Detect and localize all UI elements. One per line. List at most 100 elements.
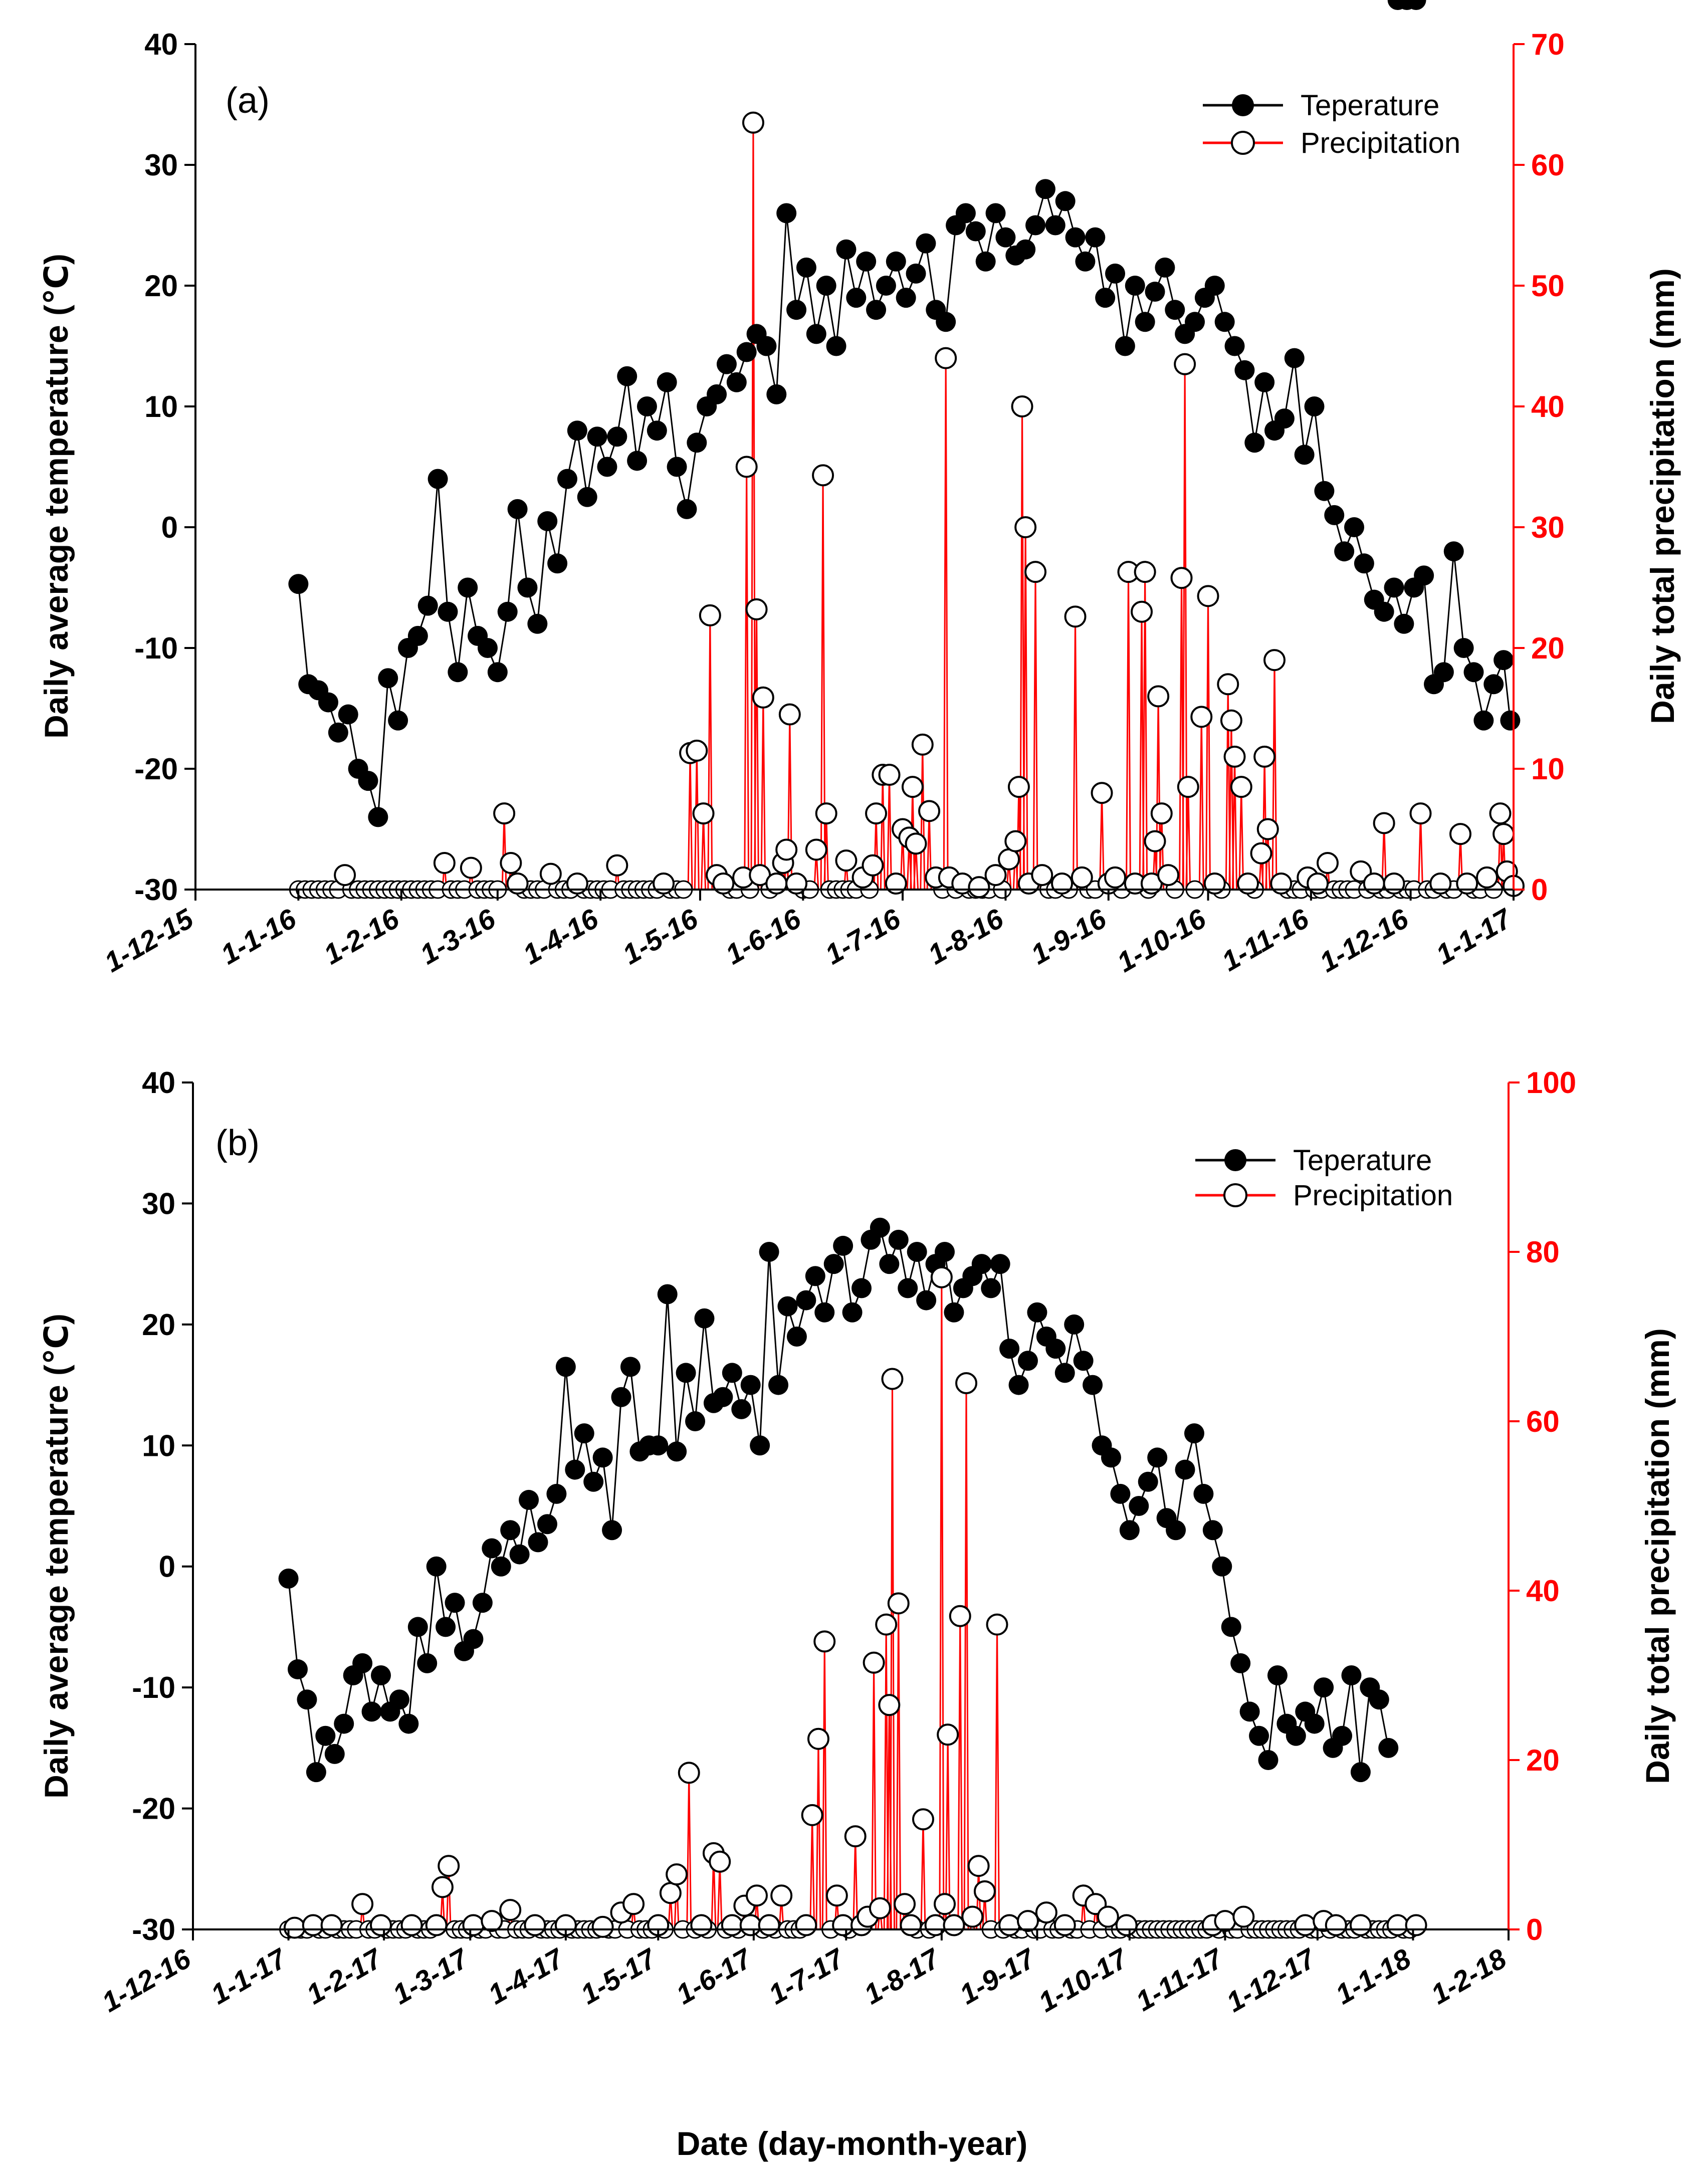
x-tick-label: 1-5-17 (575, 1941, 663, 2010)
precipitation-point (930, 1266, 953, 1288)
precipitation-point (825, 1884, 848, 1907)
precipitation-spike (809, 1815, 815, 1930)
precipitation-point (832, 1914, 855, 1936)
temperature-point (1406, 0, 1426, 10)
temperature-point (306, 1762, 326, 1783)
legend-a-precip-label: Precipitation (1301, 127, 1460, 159)
temperature-point (1433, 662, 1454, 683)
panel-a-axes: -30 -20 -10 0 10 20 30 40 0 10 20 30 40 50 60 70 1-12-15… (99, 28, 1564, 978)
precipitation-point (973, 1880, 996, 1902)
temperature-point (1314, 481, 1335, 501)
temperature-line (297, 186, 1511, 817)
x-tick-label: 1-11-16 (1216, 902, 1315, 977)
temperature-point (491, 1556, 511, 1577)
x-tick-label: 1-9-17 (954, 1941, 1041, 2010)
x-tick-label: 1-1-16 (216, 902, 302, 970)
temperature-point (981, 1278, 1001, 1298)
y2-tick-label: 0 (1526, 1913, 1543, 1946)
precipitation-spike (963, 1383, 969, 1930)
precipitation-point (721, 1914, 743, 1936)
precipitation-point (775, 838, 798, 861)
precipitation-spike (939, 1277, 945, 1930)
temperature-point (448, 662, 468, 683)
temperature-point (1304, 396, 1325, 416)
precipitation-point (1064, 605, 1087, 628)
temperature-point (1193, 1483, 1214, 1504)
temperature-point (278, 1568, 299, 1589)
temperature-point (796, 1290, 816, 1311)
temperature-point (975, 251, 996, 272)
precipitation-point (943, 1914, 965, 1936)
precipitation-point (1237, 872, 1259, 895)
precipitation-point (1232, 1905, 1255, 1928)
precipitation-point (801, 1804, 823, 1826)
precipitation-spike (686, 1773, 692, 1930)
temperature-point (458, 577, 478, 598)
temperature-point (509, 1544, 530, 1565)
precipitation-point (302, 1914, 324, 1936)
temperature-point (636, 396, 657, 416)
precipitation-point (1386, 1914, 1409, 1936)
y-tick-label: -20 (134, 752, 178, 786)
temperature-point (436, 1617, 456, 1637)
precipitation-point (875, 1613, 898, 1636)
temperature-point (726, 372, 747, 392)
precipitation-spike (1271, 660, 1277, 890)
temperature-point (657, 1284, 678, 1304)
x-tick-label: 1-8-17 (859, 1941, 946, 2010)
temperature-point (1155, 257, 1175, 278)
precipitation-point (506, 872, 529, 895)
precipitation-point (499, 1899, 522, 1921)
panel-b-ylabel: Daily average temperature (℃) (38, 1314, 75, 1799)
precipitation-point (735, 456, 758, 478)
y2-tick-label: 60 (1526, 1405, 1560, 1438)
temperature-point (407, 1617, 428, 1637)
temperature-point (482, 1538, 502, 1559)
y-tick-label: 40 (142, 1066, 175, 1100)
precipitation-point (746, 1884, 768, 1907)
precipitation-point (961, 1905, 984, 1928)
precipitation-point (1053, 1914, 1076, 1936)
precipitation-point (901, 776, 924, 798)
temperature-point (1341, 1665, 1362, 1685)
precipitation-spike (815, 1738, 821, 1930)
temperature-point (426, 1556, 447, 1577)
temperature-point (507, 499, 528, 519)
temperature-point (611, 1387, 631, 1407)
precipitation-point (844, 1825, 867, 1848)
precipitation-point (1489, 802, 1512, 825)
precipitation-spike (1126, 572, 1132, 890)
x-tick-label: 1-12-16 (1314, 902, 1414, 978)
temperature-point (722, 1363, 742, 1383)
precipitation-spike (957, 1616, 963, 1930)
temperature-point (592, 1447, 613, 1468)
temperature-point (620, 1357, 640, 1377)
precipitation-point (1203, 872, 1226, 895)
precipitation-point (1104, 866, 1127, 889)
precipitation-point (912, 1808, 934, 1831)
temperature-point (1184, 1423, 1204, 1444)
panel-b-legend: Teperature Precipitation (1195, 1144, 1453, 1212)
temperature-point (816, 276, 836, 296)
precipitation-point (905, 832, 927, 855)
precipitation-point (1004, 830, 1027, 852)
temperature-point (687, 432, 707, 453)
temperature-point (842, 1302, 863, 1323)
precipitation-point (1230, 776, 1252, 798)
temperature-point (1175, 1459, 1195, 1480)
temperature-point (1054, 1363, 1075, 1383)
temperature-point (1110, 1483, 1131, 1504)
temperature-point (1129, 1496, 1149, 1516)
temperature-point (944, 1302, 964, 1323)
x-tick-label: 1-6-16 (720, 902, 806, 970)
precipitation-point (967, 1855, 990, 1877)
precipitation-point (709, 1850, 731, 1873)
temperature-point (438, 601, 458, 622)
y-tick-label: 40 (144, 28, 178, 61)
temperature-point (1115, 336, 1135, 356)
precipitation-point (935, 347, 957, 369)
y2-tick-label: 100 (1526, 1066, 1576, 1100)
precipitation-point (320, 1914, 343, 1936)
y2-tick-label: 70 (1531, 28, 1565, 61)
